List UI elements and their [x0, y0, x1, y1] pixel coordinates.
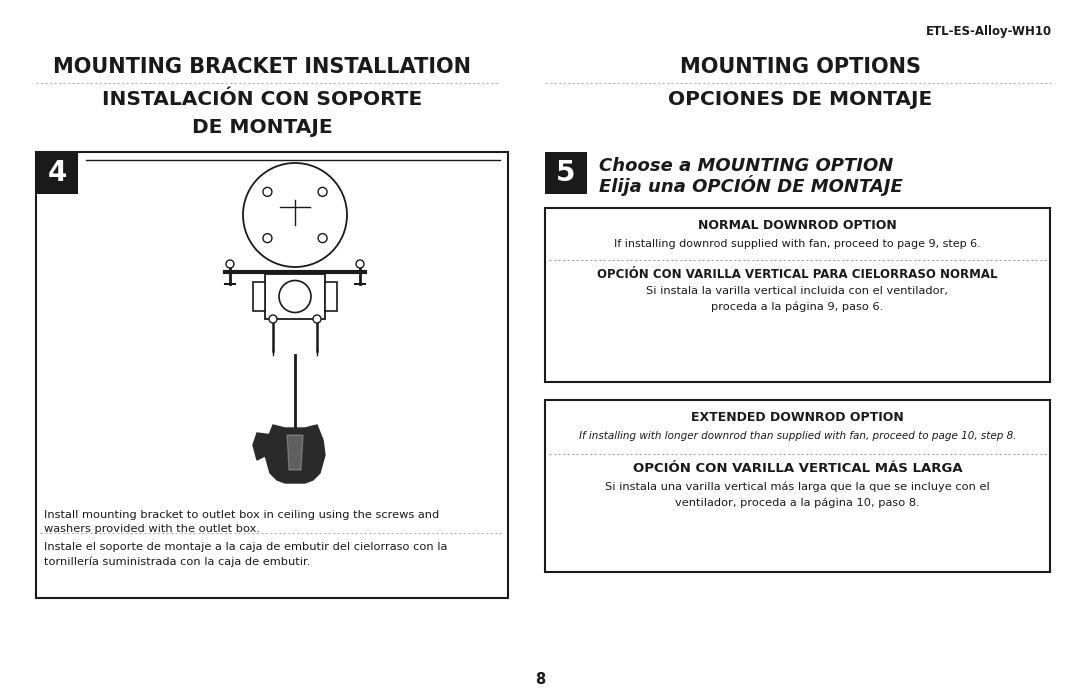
Text: 5: 5	[556, 159, 576, 187]
Circle shape	[313, 315, 321, 323]
Text: 4: 4	[48, 159, 67, 187]
Bar	[545, 400, 1050, 572]
Text: NORMAL DOWNROD OPTION: NORMAL DOWNROD OPTION	[698, 219, 896, 232]
Bar	[545, 208, 1050, 382]
Bar	[253, 282, 265, 311]
Circle shape	[269, 315, 276, 323]
Text: Elija una OPCIÓN DE MONTAJE: Elija una OPCIÓN DE MONTAJE	[599, 175, 903, 196]
Bar	[545, 152, 588, 194]
Polygon shape	[265, 425, 325, 483]
Text: INSTALACIÓN CON SOPORTE: INSTALACIÓN CON SOPORTE	[102, 90, 422, 109]
Text: If installing with longer downrod than supplied with fan, proceed to page 10, st: If installing with longer downrod than s…	[579, 431, 1016, 441]
Text: MOUNTING BRACKET INSTALLATION: MOUNTING BRACKET INSTALLATION	[53, 57, 471, 77]
Circle shape	[356, 260, 364, 268]
Text: Instale el soporte de montaje a la caja de embutir del cielorraso con la
tornill: Instale el soporte de montaje a la caja …	[44, 542, 447, 567]
Bar	[325, 282, 337, 311]
Text: proceda a la página 9, paso 6.: proceda a la página 9, paso 6.	[712, 302, 883, 313]
Polygon shape	[253, 433, 273, 460]
Text: ETL-ES-Alloy-WH10: ETL-ES-Alloy-WH10	[926, 25, 1052, 38]
Text: OPCIONES DE MONTAJE: OPCIONES DE MONTAJE	[667, 90, 932, 109]
Text: Choose a MOUNTING OPTION: Choose a MOUNTING OPTION	[599, 157, 893, 175]
Bar	[265, 274, 325, 319]
Text: OPCIÓN CON VARILLA VERTICAL PARA CIELORRASO NORMAL: OPCIÓN CON VARILLA VERTICAL PARA CIELORR…	[597, 268, 998, 281]
Text: Si instala la varilla vertical incluida con el ventilador,: Si instala la varilla vertical incluida …	[647, 286, 948, 296]
Text: ventilador, proceda a la página 10, paso 8.: ventilador, proceda a la página 10, paso…	[675, 498, 920, 509]
Text: 8: 8	[535, 672, 545, 687]
Text: EXTENDED DOWNROD OPTION: EXTENDED DOWNROD OPTION	[691, 411, 904, 424]
Polygon shape	[287, 435, 303, 470]
Text: If installing downrod supplied with fan, proceed to page 9, step 6.: If installing downrod supplied with fan,…	[615, 239, 981, 249]
Text: Si instala una varilla vertical más larga que la que se incluye con el: Si instala una varilla vertical más larg…	[605, 482, 990, 493]
Bar	[36, 152, 508, 598]
Bar	[36, 152, 78, 194]
Text: Install mounting bracket to outlet box in ceiling using the screws and
washers p: Install mounting bracket to outlet box i…	[44, 510, 440, 534]
Text: OPCIÓN CON VARILLA VERTICAL MÁS LARGA: OPCIÓN CON VARILLA VERTICAL MÁS LARGA	[633, 462, 962, 475]
Text: MOUNTING OPTIONS: MOUNTING OPTIONS	[679, 57, 920, 77]
Text: DE MONTAJE: DE MONTAJE	[191, 118, 333, 137]
Circle shape	[226, 260, 234, 268]
